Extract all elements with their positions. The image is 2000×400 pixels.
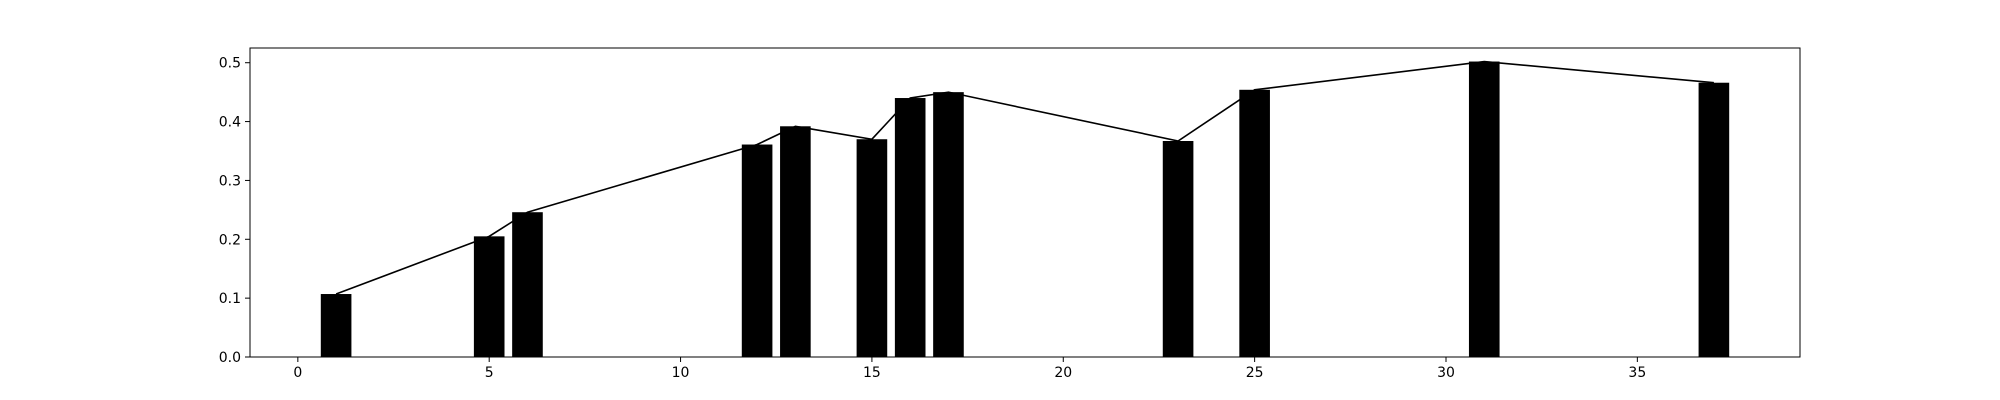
x-tick-label: 20 bbox=[1054, 365, 1072, 381]
y-tick-label: 0.2 bbox=[219, 232, 241, 248]
series-line bbox=[335, 60, 1714, 295]
y-axis-ticks: 0.0 0.1 0.2 0.3 0.4 0.5 bbox=[219, 56, 250, 366]
bar-23 bbox=[1162, 140, 1194, 357]
y-tick-label: 0.3 bbox=[219, 173, 241, 189]
plot-frame bbox=[249, 47, 1801, 358]
x-tick-label: 15 bbox=[863, 365, 881, 381]
y-tick-label: 0.4 bbox=[219, 115, 241, 131]
bar-25 bbox=[1239, 89, 1270, 357]
bar-15 bbox=[856, 139, 888, 357]
x-axis-ticks: 0 5 10 15 20 25 30 35 bbox=[293, 357, 1646, 381]
line-layer bbox=[335, 60, 1714, 295]
x-tick-label: 35 bbox=[1628, 365, 1646, 381]
bar-16 bbox=[894, 98, 926, 358]
bars-layer bbox=[320, 61, 1730, 358]
y-tick-label: 0.1 bbox=[219, 291, 241, 307]
bar-6 bbox=[512, 212, 543, 357]
x-tick-label: 5 bbox=[485, 365, 494, 381]
bar-1 bbox=[320, 294, 352, 357]
x-tick-label: 30 bbox=[1437, 365, 1455, 381]
bar-17 bbox=[933, 92, 964, 358]
x-tick-label: 10 bbox=[672, 365, 690, 381]
bar-5 bbox=[473, 236, 505, 357]
bar-12 bbox=[741, 144, 773, 357]
bar-31 bbox=[1468, 61, 1500, 358]
bar-37 bbox=[1698, 82, 1730, 358]
y-tick-label: 0.0 bbox=[219, 350, 241, 366]
x-tick-label: 0 bbox=[293, 365, 302, 381]
y-tick-label: 0.5 bbox=[219, 56, 241, 72]
bar-13 bbox=[780, 126, 811, 357]
x-tick-label: 25 bbox=[1246, 365, 1264, 381]
